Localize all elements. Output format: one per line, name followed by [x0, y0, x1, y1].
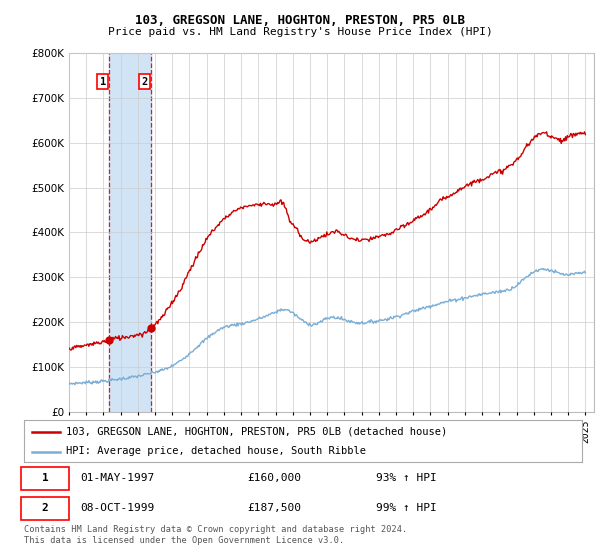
Text: 103, GREGSON LANE, HOGHTON, PRESTON, PR5 0LB (detached house): 103, GREGSON LANE, HOGHTON, PRESTON, PR5…: [66, 427, 447, 437]
Text: Contains HM Land Registry data © Crown copyright and database right 2024.
This d: Contains HM Land Registry data © Crown c…: [24, 525, 407, 545]
Text: 08-OCT-1999: 08-OCT-1999: [80, 503, 154, 514]
Bar: [109, 53, 151, 412]
Text: 93% ↑ HPI: 93% ↑ HPI: [376, 473, 436, 483]
Text: 2: 2: [142, 77, 148, 87]
Text: 2: 2: [42, 503, 49, 514]
Text: HPI: Average price, detached house, South Ribble: HPI: Average price, detached house, Sout…: [66, 446, 366, 456]
Text: 99% ↑ HPI: 99% ↑ HPI: [376, 503, 436, 514]
FancyBboxPatch shape: [21, 467, 68, 490]
Text: Price paid vs. HM Land Registry's House Price Index (HPI): Price paid vs. HM Land Registry's House …: [107, 27, 493, 37]
Text: £160,000: £160,000: [247, 473, 301, 483]
Text: 103, GREGSON LANE, HOGHTON, PRESTON, PR5 0LB: 103, GREGSON LANE, HOGHTON, PRESTON, PR5…: [135, 14, 465, 27]
Text: £187,500: £187,500: [247, 503, 301, 514]
FancyBboxPatch shape: [21, 497, 68, 520]
Text: 01-MAY-1997: 01-MAY-1997: [80, 473, 154, 483]
Text: 1: 1: [42, 473, 49, 483]
Text: 1: 1: [100, 77, 106, 87]
